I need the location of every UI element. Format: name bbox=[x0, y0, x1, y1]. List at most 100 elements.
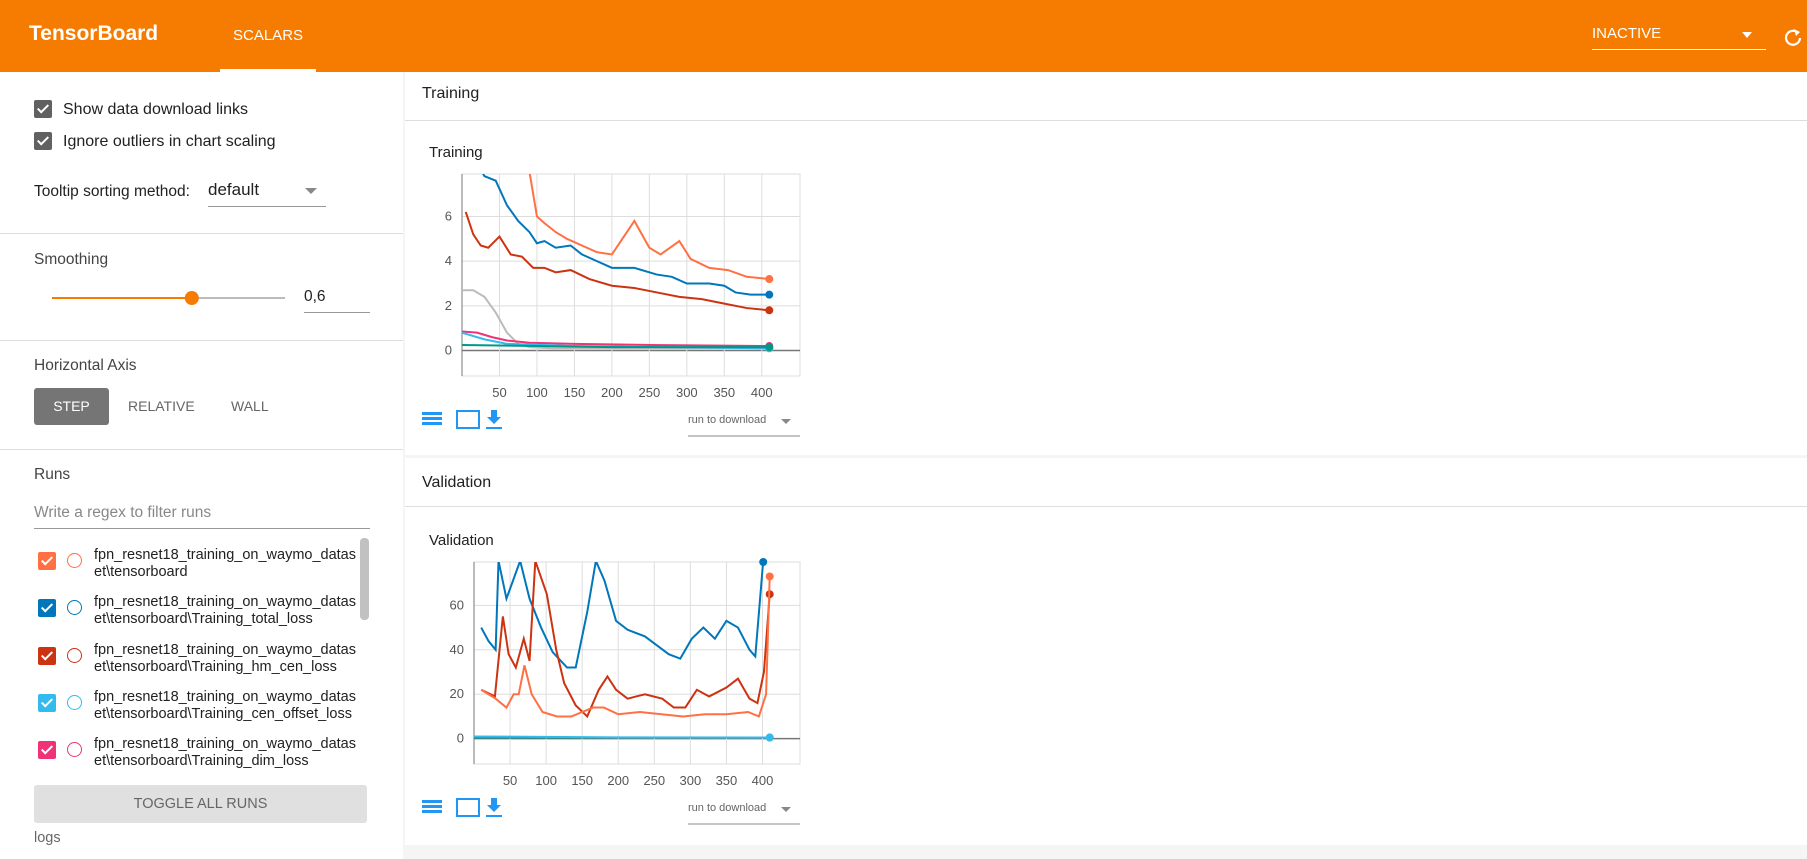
end-dot bbox=[765, 572, 774, 581]
select-line bbox=[208, 206, 326, 207]
chart: Training 0 2 4 6 50 100 150 200 250 300 350 400 run t… bbox=[422, 144, 801, 437]
group-header bbox=[405, 72, 1807, 121]
series-line bbox=[480, 576, 771, 718]
button-label: STEP bbox=[53, 398, 90, 414]
checkbox[interactable] bbox=[34, 132, 52, 150]
download-select[interactable]: run to download bbox=[688, 414, 766, 426]
slider-knob[interactable] bbox=[184, 291, 199, 305]
button-label: TOGGLE ALL RUNS bbox=[133, 796, 268, 812]
series-line bbox=[480, 562, 765, 669]
x-tick-label: 250 bbox=[643, 773, 665, 788]
run-color-circle bbox=[67, 694, 82, 710]
separator bbox=[0, 340, 403, 341]
x-tick-label: 400 bbox=[752, 773, 774, 788]
sidebar bbox=[0, 72, 403, 859]
option: Show data download links bbox=[63, 101, 249, 118]
x-tick-label: 350 bbox=[713, 385, 735, 400]
run-checkbox[interactable] bbox=[38, 552, 56, 570]
tooltip-select[interactable]: default bbox=[208, 180, 260, 199]
fit-icon[interactable] bbox=[456, 410, 480, 429]
caret bbox=[781, 419, 791, 424]
tab-underline bbox=[220, 69, 316, 72]
run-color-circle bbox=[67, 600, 82, 616]
x-tick-label: 300 bbox=[676, 385, 698, 400]
run-checkbox[interactable] bbox=[38, 646, 56, 665]
caret bbox=[781, 807, 791, 812]
y-tick-label: 6 bbox=[445, 208, 452, 223]
input-line bbox=[34, 528, 370, 529]
group-title: Training bbox=[422, 85, 480, 102]
run-color-circle bbox=[67, 553, 82, 568]
status[interactable]: INACTIVE bbox=[1592, 25, 1662, 42]
x-tick-label: 150 bbox=[571, 773, 593, 788]
x-tick-label: 400 bbox=[751, 385, 773, 400]
end-dot bbox=[759, 558, 768, 566]
x-tick-label: 250 bbox=[639, 385, 661, 400]
log-scale-icon[interactable] bbox=[422, 412, 442, 425]
download-icon[interactable] bbox=[486, 410, 502, 429]
run-checkbox[interactable] bbox=[38, 599, 56, 618]
x-tick-label: 100 bbox=[535, 773, 557, 788]
checkbox[interactable] bbox=[34, 100, 52, 118]
end-dot bbox=[765, 343, 774, 352]
chart: Validation 0 20 40 60 50 100 150 200 250 300 350 400… bbox=[422, 532, 801, 825]
footer: logs bbox=[34, 830, 61, 846]
y-tick-label: 0 bbox=[457, 731, 464, 746]
end-dot bbox=[765, 733, 774, 742]
button-label[interactable]: RELATIVE bbox=[128, 398, 195, 414]
axis-label: Horizontal Axis bbox=[34, 357, 137, 374]
series-line bbox=[480, 562, 771, 719]
smoothing-label: Smoothing bbox=[34, 251, 109, 268]
smoothing-value[interactable]: 0,6 bbox=[304, 288, 326, 305]
chart-title: Validation bbox=[429, 532, 494, 549]
series-line bbox=[464, 211, 770, 312]
series-line bbox=[528, 174, 770, 281]
header-icons bbox=[1742, 29, 1802, 46]
tooltip-label: Tooltip sorting method: bbox=[34, 183, 190, 200]
plot-frame bbox=[473, 561, 801, 765]
fit-icon[interactable] bbox=[456, 798, 480, 817]
log-scale-icon[interactable] bbox=[422, 800, 442, 813]
run-checkbox[interactable] bbox=[38, 741, 56, 760]
end-dot bbox=[765, 290, 774, 299]
toggle-button[interactable] bbox=[34, 785, 367, 823]
run-color-circle bbox=[67, 647, 82, 663]
x-tick-label: 200 bbox=[607, 773, 629, 788]
download-icon[interactable] bbox=[486, 798, 502, 817]
slider[interactable] bbox=[50, 288, 290, 308]
run-color-circle bbox=[67, 742, 82, 758]
x-tick-label: 350 bbox=[716, 773, 738, 788]
y-tick-label: 0 bbox=[445, 343, 452, 358]
separator bbox=[0, 233, 403, 234]
series-line bbox=[462, 343, 770, 349]
runs-label: Runs bbox=[34, 466, 71, 483]
run-name: fpn_resnet18_training_on_waymo_dataset\t… bbox=[94, 688, 356, 722]
x-tick-label: 100 bbox=[526, 385, 548, 400]
scrollbar bbox=[360, 538, 369, 620]
filter-input[interactable]: Write a regex to filter runs bbox=[34, 504, 212, 521]
tab[interactable]: SCALARS bbox=[233, 27, 304, 44]
caret bbox=[305, 188, 317, 194]
run-name: fpn_resnet18_training_on_waymo_dataset\t… bbox=[94, 641, 356, 675]
group-header bbox=[405, 458, 1807, 507]
run-name: fpn_resnet18_training_on_waymo_dataset\t… bbox=[94, 594, 356, 628]
end-dot bbox=[765, 275, 774, 284]
run-name: fpn_resnet18_training_on_waymo_dataset\t… bbox=[94, 547, 356, 580]
group-panel bbox=[405, 507, 1807, 845]
run-checkbox[interactable] bbox=[38, 693, 56, 712]
end-dot bbox=[765, 306, 774, 315]
option: Ignore outliers in chart scaling bbox=[63, 133, 276, 150]
status-line bbox=[1592, 49, 1766, 50]
input-line bbox=[304, 312, 370, 313]
y-tick-label: 4 bbox=[445, 253, 452, 268]
y-tick-label: 60 bbox=[450, 597, 464, 612]
separator bbox=[0, 449, 403, 450]
step-button[interactable] bbox=[34, 388, 109, 425]
button-label[interactable]: WALL bbox=[231, 398, 269, 414]
download-select[interactable]: run to download bbox=[688, 802, 766, 814]
y-tick-label: 2 bbox=[445, 298, 452, 313]
x-tick-label: 50 bbox=[492, 385, 506, 400]
app-title: TensorBoard bbox=[29, 22, 159, 45]
series-line bbox=[462, 330, 770, 348]
